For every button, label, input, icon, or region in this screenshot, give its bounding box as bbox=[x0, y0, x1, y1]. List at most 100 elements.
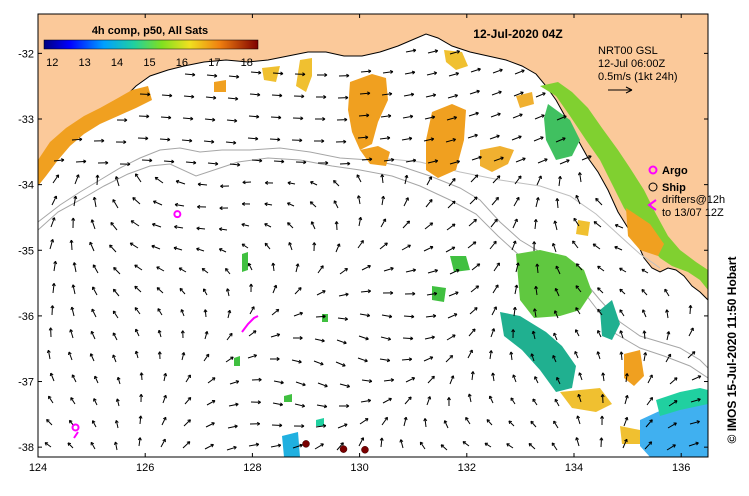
current-arrow bbox=[156, 266, 165, 272]
current-arrow bbox=[93, 138, 105, 143]
current-arrow bbox=[357, 357, 368, 363]
lon-tick-label: 124 bbox=[29, 462, 47, 474]
ship-marker bbox=[339, 445, 348, 453]
current-arrow bbox=[600, 394, 605, 404]
current-arrow bbox=[404, 396, 412, 405]
ship-legend-icon bbox=[648, 182, 658, 192]
current-arrow bbox=[272, 71, 284, 76]
current-arrow bbox=[535, 92, 546, 98]
lat-tick-label: -38 bbox=[18, 442, 34, 454]
current-arrow bbox=[273, 380, 284, 385]
current-arrow bbox=[404, 174, 409, 185]
current-arrow bbox=[317, 382, 328, 388]
current-arrow bbox=[333, 200, 339, 209]
current-arrow bbox=[448, 291, 459, 297]
current-arrow bbox=[185, 160, 197, 165]
current-arrow bbox=[401, 136, 413, 141]
current-arrow bbox=[381, 314, 393, 319]
current-arrow bbox=[361, 157, 373, 162]
current-arrow bbox=[536, 175, 542, 186]
imos-credit: © IMOS 15-Jul-2020 11:50 Hobart bbox=[725, 257, 739, 444]
current-arrow bbox=[512, 218, 518, 229]
colorbar-tick-label: 17 bbox=[208, 57, 220, 69]
current-arrow bbox=[624, 373, 629, 383]
ship-legend-label: Ship bbox=[662, 182, 686, 194]
current-arrow bbox=[157, 308, 163, 316]
current-arrow bbox=[51, 195, 58, 206]
lat-tick-label: -36 bbox=[18, 311, 34, 323]
current-arrow bbox=[619, 309, 625, 317]
current-arrow bbox=[382, 290, 394, 295]
current-arrow bbox=[597, 287, 604, 294]
current-arrow bbox=[229, 162, 241, 167]
current-arrow bbox=[426, 291, 438, 296]
current-arrow bbox=[361, 379, 373, 384]
current-arrow bbox=[537, 158, 548, 164]
current-arrow bbox=[129, 242, 139, 249]
current-arrow bbox=[114, 420, 119, 429]
current-arrow bbox=[402, 220, 411, 229]
current-arrow bbox=[513, 196, 520, 207]
current-arrow bbox=[295, 160, 307, 165]
current-arrow bbox=[293, 311, 304, 317]
sst-patches bbox=[38, 50, 708, 457]
current-arrow bbox=[468, 111, 479, 117]
current-arrow bbox=[161, 93, 173, 98]
current-arrow bbox=[380, 114, 392, 118]
current-arrow bbox=[448, 71, 459, 77]
current-arrow bbox=[512, 306, 517, 317]
current-arrow bbox=[530, 420, 537, 428]
colorbar-tick-label: 16 bbox=[176, 57, 188, 69]
current-arrow bbox=[250, 400, 261, 405]
current-arrow bbox=[248, 330, 257, 337]
current-arrow bbox=[514, 175, 522, 185]
current-arrow bbox=[247, 136, 259, 141]
current-arrow bbox=[339, 268, 348, 275]
current-arrow bbox=[207, 377, 216, 384]
current-arrow bbox=[471, 155, 482, 161]
current-arrow bbox=[247, 354, 257, 359]
current-arrow bbox=[294, 403, 306, 408]
current-arrow bbox=[556, 376, 561, 385]
current-arrow bbox=[380, 174, 385, 184]
current-arrow bbox=[599, 437, 604, 448]
colorbar-tick-label: 18 bbox=[241, 57, 253, 69]
colorbar: 4h comp, p50, All Sats 12 13 14 15 16 17 18 bbox=[43, 25, 259, 69]
current-arrow bbox=[574, 350, 579, 359]
current-arrow bbox=[113, 441, 118, 451]
current-arrow bbox=[465, 417, 471, 425]
lon-tick-label: 130 bbox=[350, 462, 368, 474]
current-arrow bbox=[116, 118, 128, 123]
current-arrow bbox=[426, 396, 432, 406]
current-arrow bbox=[218, 227, 228, 232]
current-arrow bbox=[511, 240, 517, 251]
current-arrow bbox=[691, 375, 702, 381]
current-arrow bbox=[292, 336, 303, 341]
current-arrow bbox=[688, 305, 693, 315]
current-arrow bbox=[491, 90, 502, 96]
current-arrow bbox=[358, 216, 363, 227]
current-arrow bbox=[69, 239, 74, 251]
current-arrow bbox=[403, 92, 415, 97]
current-arrow bbox=[383, 157, 395, 162]
current-arrow bbox=[288, 242, 293, 251]
current-arrow bbox=[269, 137, 281, 142]
current-arrow bbox=[89, 241, 95, 252]
current-arrow bbox=[427, 159, 439, 164]
current-arrow bbox=[581, 155, 592, 161]
current-arrow bbox=[601, 372, 606, 382]
current-arrow bbox=[470, 371, 475, 381]
colorbar-gradient bbox=[43, 39, 259, 50]
current-arrow bbox=[401, 244, 411, 251]
current-arrow bbox=[552, 355, 557, 363]
current-arrow bbox=[572, 240, 579, 249]
current-arrow bbox=[380, 218, 387, 228]
current-arrow bbox=[271, 262, 276, 272]
current-arrow bbox=[273, 159, 285, 164]
current-arrow bbox=[443, 420, 449, 429]
current-arrow bbox=[425, 314, 437, 318]
current-arrow bbox=[555, 265, 561, 275]
current-arrow bbox=[469, 89, 480, 95]
current-arrow bbox=[381, 416, 388, 426]
current-arrow bbox=[467, 241, 477, 249]
